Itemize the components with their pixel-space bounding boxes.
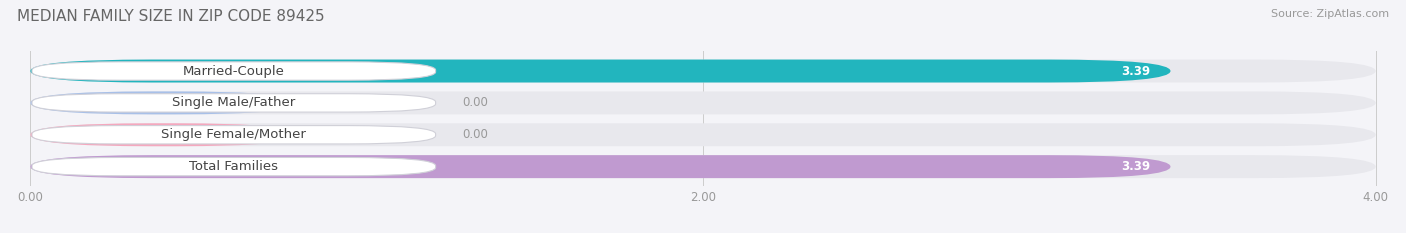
FancyBboxPatch shape bbox=[32, 94, 436, 112]
Text: 0.00: 0.00 bbox=[463, 128, 488, 141]
FancyBboxPatch shape bbox=[31, 60, 1375, 82]
Text: 3.39: 3.39 bbox=[1121, 160, 1150, 173]
FancyBboxPatch shape bbox=[31, 91, 1375, 114]
Text: 3.39: 3.39 bbox=[1121, 65, 1150, 78]
Text: Single Female/Mother: Single Female/Mother bbox=[162, 128, 307, 141]
Text: Married-Couple: Married-Couple bbox=[183, 65, 285, 78]
Text: Total Families: Total Families bbox=[190, 160, 278, 173]
FancyBboxPatch shape bbox=[32, 158, 436, 176]
FancyBboxPatch shape bbox=[31, 60, 1171, 82]
Text: Single Male/Father: Single Male/Father bbox=[172, 96, 295, 110]
Text: MEDIAN FAMILY SIZE IN ZIP CODE 89425: MEDIAN FAMILY SIZE IN ZIP CODE 89425 bbox=[17, 9, 325, 24]
FancyBboxPatch shape bbox=[31, 123, 1375, 146]
FancyBboxPatch shape bbox=[31, 155, 1375, 178]
FancyBboxPatch shape bbox=[32, 62, 436, 80]
FancyBboxPatch shape bbox=[32, 126, 436, 144]
FancyBboxPatch shape bbox=[31, 155, 1171, 178]
Text: Source: ZipAtlas.com: Source: ZipAtlas.com bbox=[1271, 9, 1389, 19]
FancyBboxPatch shape bbox=[31, 91, 297, 114]
Text: 0.00: 0.00 bbox=[463, 96, 488, 110]
FancyBboxPatch shape bbox=[31, 123, 297, 146]
